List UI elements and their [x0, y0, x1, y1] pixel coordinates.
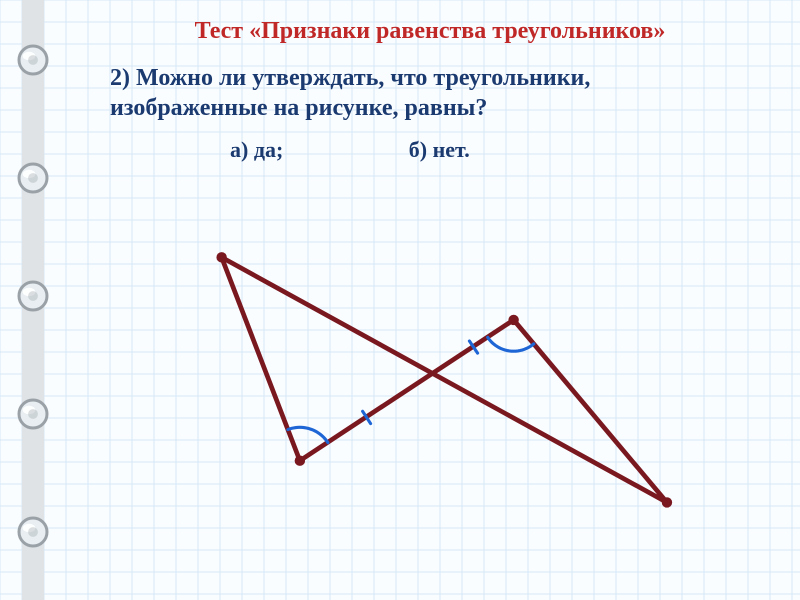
option-a: а) да;: [230, 137, 283, 163]
page-title: Тест «Признаки равенства треугольников»: [100, 18, 760, 45]
option-b: б) нет.: [409, 137, 470, 163]
page: Тест «Признаки равенства треугольников» …: [0, 0, 800, 600]
answer-options: а) да; б) нет.: [230, 137, 760, 163]
content-area: Тест «Признаки равенства треугольников» …: [60, 0, 790, 600]
question-text: 2) Можно ли утверждать, что треугольники…: [110, 63, 750, 123]
triangles-figure: [60, 200, 790, 600]
figure-container: [60, 200, 790, 600]
